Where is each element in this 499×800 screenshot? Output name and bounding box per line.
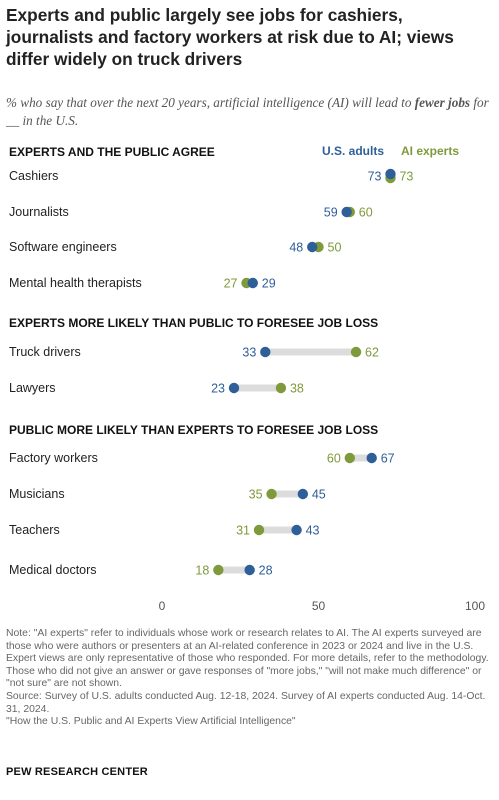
ai-experts-value-label: 31 [236,524,250,538]
row-label: Teachers [9,523,60,537]
ai-experts-value-label: 18 [195,564,209,578]
x-axis-tick-label: 50 [312,599,326,613]
us-adults-dot [341,206,352,218]
us-adults-value-label: 59 [324,206,338,220]
row-label: Medical doctors [9,563,97,577]
us-adults-dot [247,277,258,289]
subtitle-suffix: for __ in the U.S. [6,95,489,128]
ai-experts-value-label: 50 [328,241,342,255]
ai-experts-dot [344,452,355,464]
ai-experts-value-label: 60 [327,452,341,466]
ai-experts-dot [266,488,277,500]
us-adults-dot [366,452,377,464]
report-title: "How the U.S. Public and AI Experts View… [6,716,296,728]
brand-logo-text: PEW RESEARCH CENTER [6,766,148,778]
row-label: Factory workers [9,451,98,465]
subtitle-prefix: % who say that over the next 20 years, a… [6,95,415,110]
us-adults-dot [307,241,318,253]
row-label: Cashiers [9,169,58,183]
group-heading: EXPERTS MORE LIKELY THAN PUBLIC TO FORES… [9,316,378,330]
ai-experts-value-label: 62 [365,346,379,360]
ai-experts-dot [275,382,287,394]
us-adults-dot [291,524,302,536]
us-adults-dot [244,564,255,576]
us-adults-value-label: 29 [262,277,276,291]
us-adults-dot [260,346,271,358]
us-adults-dot [385,168,396,180]
row-label: Journalists [9,205,69,219]
ai-experts-dot [350,346,362,358]
us-adults-value-label: 23 [211,382,225,396]
source-text: Source: Survey of U.S. adults conducted … [6,690,486,715]
row-label: Truck drivers [9,345,81,359]
group-heading: PUBLIC MORE LIKELY THAN EXPERTS TO FORES… [9,423,378,437]
us-adults-value-label: 45 [312,488,326,502]
us-adults-value-label: 73 [368,170,382,184]
notes-block: Note: "AI experts" refer to individuals … [6,628,494,729]
dot-plot: U.S. adults AI experts EXPERTS AND THE PUB… [9,144,485,613]
legend-ai-experts: AI experts [401,144,459,158]
us-adults-value-label: 48 [289,241,303,255]
ai-experts-value-label: 27 [224,277,238,291]
x-axis-tick-label: 0 [159,599,166,613]
ai-experts-dot [253,524,265,536]
legend-us-adults: U.S. adults [322,144,384,158]
us-adults-value-label: 33 [242,346,256,360]
ai-experts-value-label: 60 [359,206,373,220]
ai-experts-value-label: 35 [249,488,263,502]
chart-subtitle: % who say that over the next 20 years, a… [6,94,494,130]
x-axis-tick-label: 100 [465,599,485,613]
row-label: Lawyers [9,381,56,395]
us-adults-value-label: 28 [259,564,273,578]
chart-title: Experts and public largely see jobs for … [6,5,454,69]
row-label: Mental health therapists [9,276,142,290]
row-label: Software engineers [9,240,117,254]
ai-experts-dot [213,564,224,576]
us-adults-dot [297,488,309,500]
us-adults-value-label: 43 [306,524,320,538]
us-adults-dot [228,382,240,394]
note-text: Note: "AI experts" refer to individuals … [6,628,489,690]
ai-experts-value-label: 38 [290,382,304,396]
row-label: Musicians [9,487,65,501]
ai-experts-value-label: 73 [399,170,413,184]
group-heading: EXPERTS AND THE PUBLIC AGREE [9,145,215,159]
us-adults-value-label: 67 [381,452,395,466]
subtitle-emphasis: fewer jobs [414,95,471,110]
